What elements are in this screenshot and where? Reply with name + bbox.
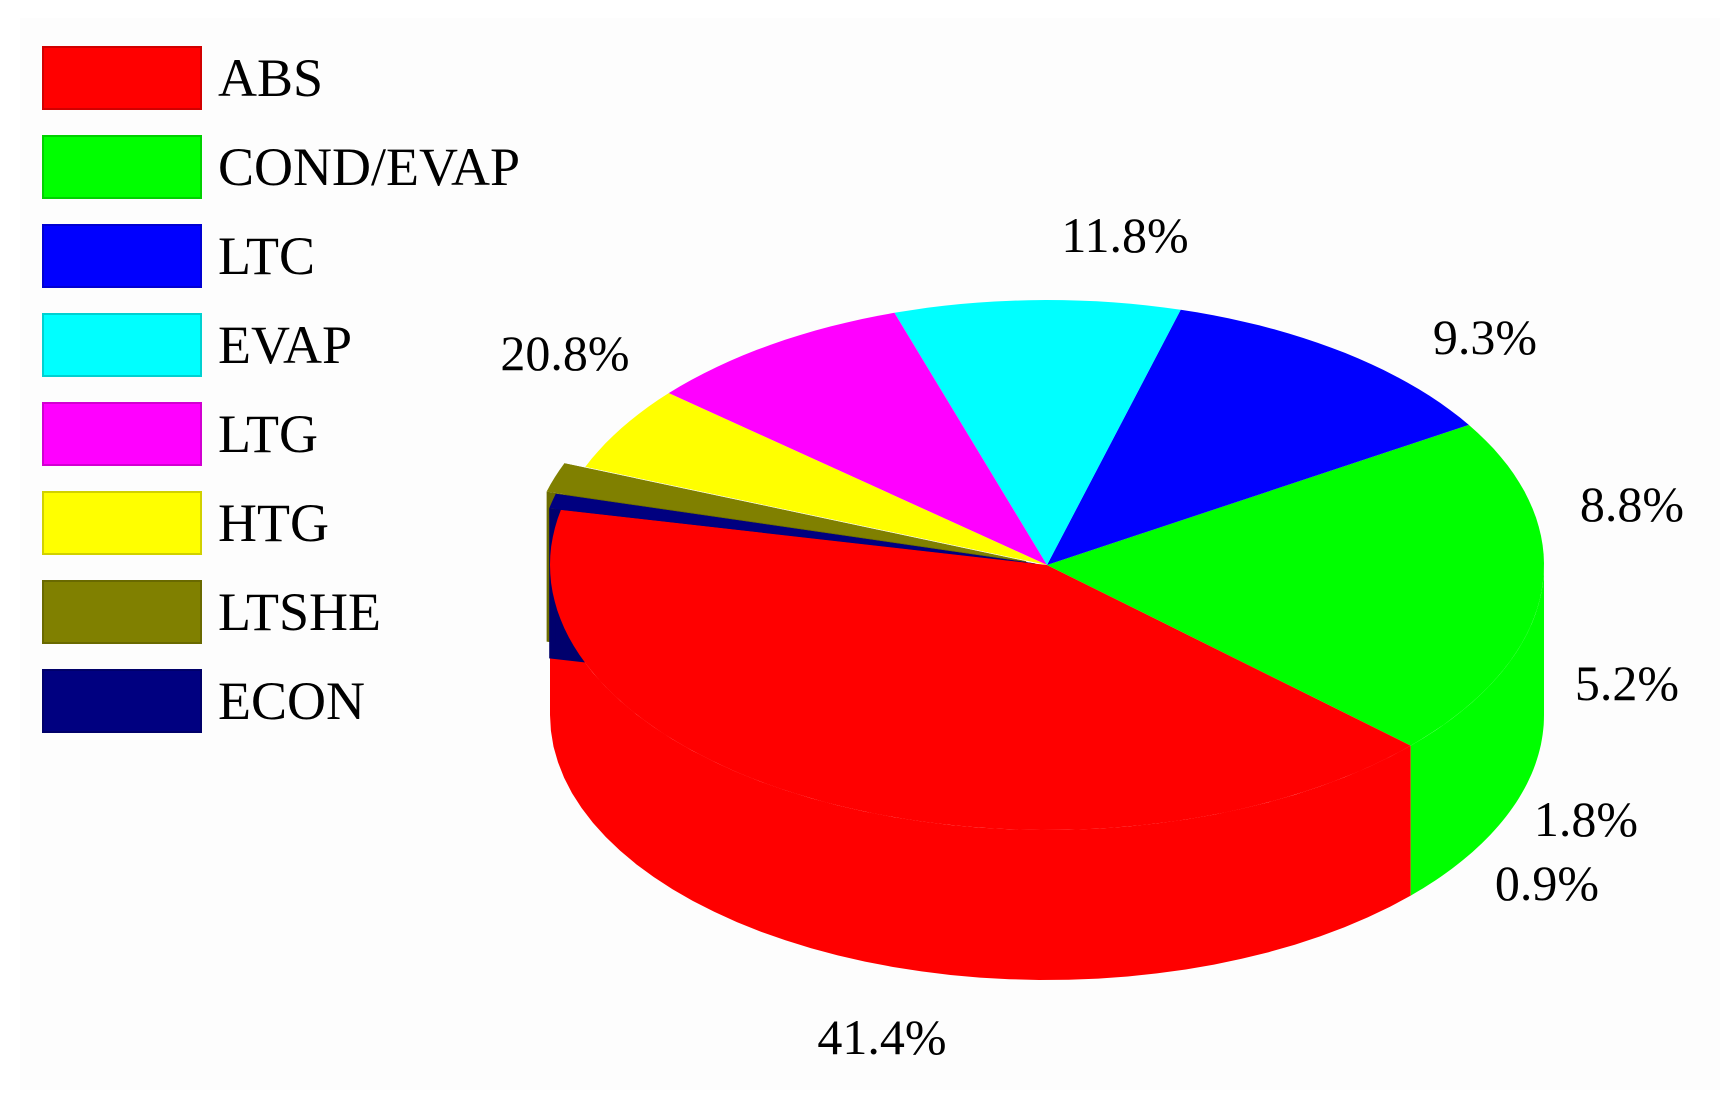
data-label-econ: 0.9% xyxy=(1495,855,1599,911)
legend-swatch-ltc xyxy=(42,224,202,288)
side-wall-cond-evap xyxy=(1410,565,1544,896)
legend-swatch-econ xyxy=(42,669,202,733)
legend-label-ltc: LTC xyxy=(218,226,316,286)
legend-swatch-ltg xyxy=(42,402,202,466)
pie-top-slices xyxy=(546,300,1544,830)
legend-swatch-ltshe xyxy=(42,580,202,644)
slice-abs xyxy=(550,509,1411,830)
data-label-ltc: 11.8% xyxy=(1061,207,1188,263)
data-label-htg: 5.2% xyxy=(1575,655,1679,711)
legend-label-ltshe: LTSHE xyxy=(218,582,382,642)
legend-label-abs: ABS xyxy=(218,48,324,108)
data-label-ltg: 8.8% xyxy=(1580,476,1684,532)
legend-label-htg: HTG xyxy=(218,493,329,553)
slice-ltg xyxy=(668,312,1047,565)
data-label-ltshe: 1.8% xyxy=(1534,791,1638,847)
legend-swatch-abs xyxy=(42,46,202,110)
legend-label-ltg: LTG xyxy=(218,404,319,464)
legend-swatch-cond-evap xyxy=(42,135,202,199)
slice-ltc xyxy=(1047,309,1469,565)
legend-swatch-evap xyxy=(42,313,202,377)
data-label-abs: 41.4% xyxy=(817,1009,946,1065)
data-label-cond-evap: 20.8% xyxy=(500,325,629,381)
slice-cond-evap xyxy=(1047,424,1544,746)
side-wall-abs xyxy=(550,565,1411,980)
slice-ltshe xyxy=(546,463,1027,562)
legend-label-econ: ECON xyxy=(218,671,365,731)
slice-htg xyxy=(585,393,1047,565)
data-label-evap: 9.3% xyxy=(1433,309,1537,365)
legend-label-evap: EVAP xyxy=(218,315,353,375)
slice-evap xyxy=(894,300,1181,565)
pie-percent-labels: 41.4% 20.8% 11.8% 9.3% 8.8% 5.2% 1.8% 0.9% xyxy=(500,207,1684,1065)
legend-label-cond-evap: COND/EVAP xyxy=(218,137,521,197)
legend-swatch-htg xyxy=(42,491,202,555)
slice-econ xyxy=(549,493,1036,564)
